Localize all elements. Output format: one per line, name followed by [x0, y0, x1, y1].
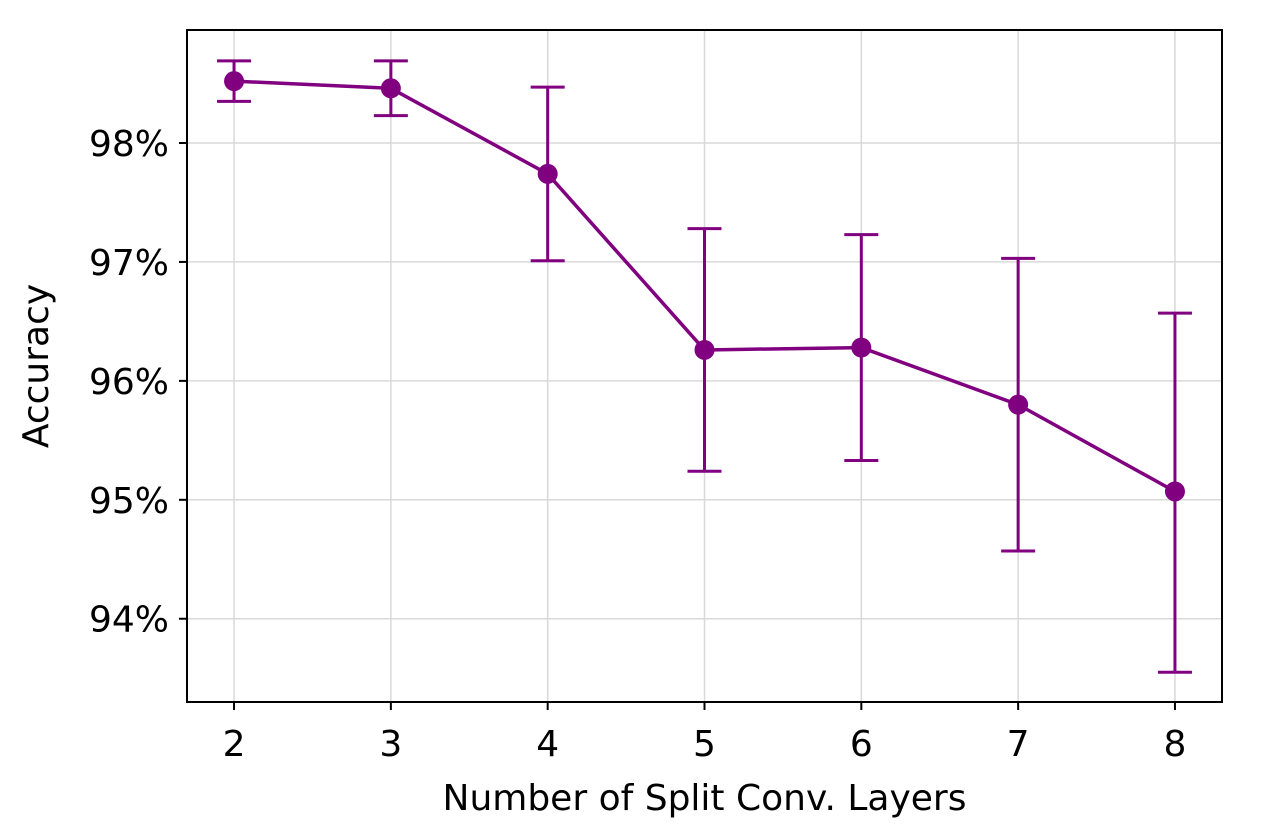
- data-point: [380, 78, 401, 99]
- y-tick-label: 94%: [89, 600, 169, 641]
- data-point: [224, 71, 245, 92]
- y-tick-label: 98%: [89, 124, 169, 165]
- x-tick-label: 6: [850, 724, 873, 765]
- y-tick-label: 97%: [89, 243, 169, 284]
- x-axis-label: Number of Split Conv. Layers: [443, 778, 967, 819]
- x-axis: 2 3 4 5 6 7 8: [223, 702, 1187, 765]
- data-point: [1008, 394, 1029, 415]
- data-point: [537, 163, 558, 184]
- data-point: [1164, 481, 1185, 502]
- x-tick-label: 4: [536, 724, 559, 765]
- x-tick-label: 3: [379, 724, 402, 765]
- y-tick-label: 96%: [89, 362, 169, 403]
- x-tick-label: 2: [223, 724, 246, 765]
- x-tick-label: 5: [693, 724, 716, 765]
- y-tick-label: 95%: [89, 481, 169, 522]
- data-point: [694, 339, 715, 360]
- y-axis: 94% 95% 96% 97% 98%: [89, 124, 187, 641]
- data-point: [851, 337, 872, 358]
- y-axis-label: Accuracy: [16, 284, 57, 448]
- x-tick-label: 8: [1164, 724, 1187, 765]
- x-tick-label: 7: [1007, 724, 1030, 765]
- series-layer: [217, 59, 1192, 674]
